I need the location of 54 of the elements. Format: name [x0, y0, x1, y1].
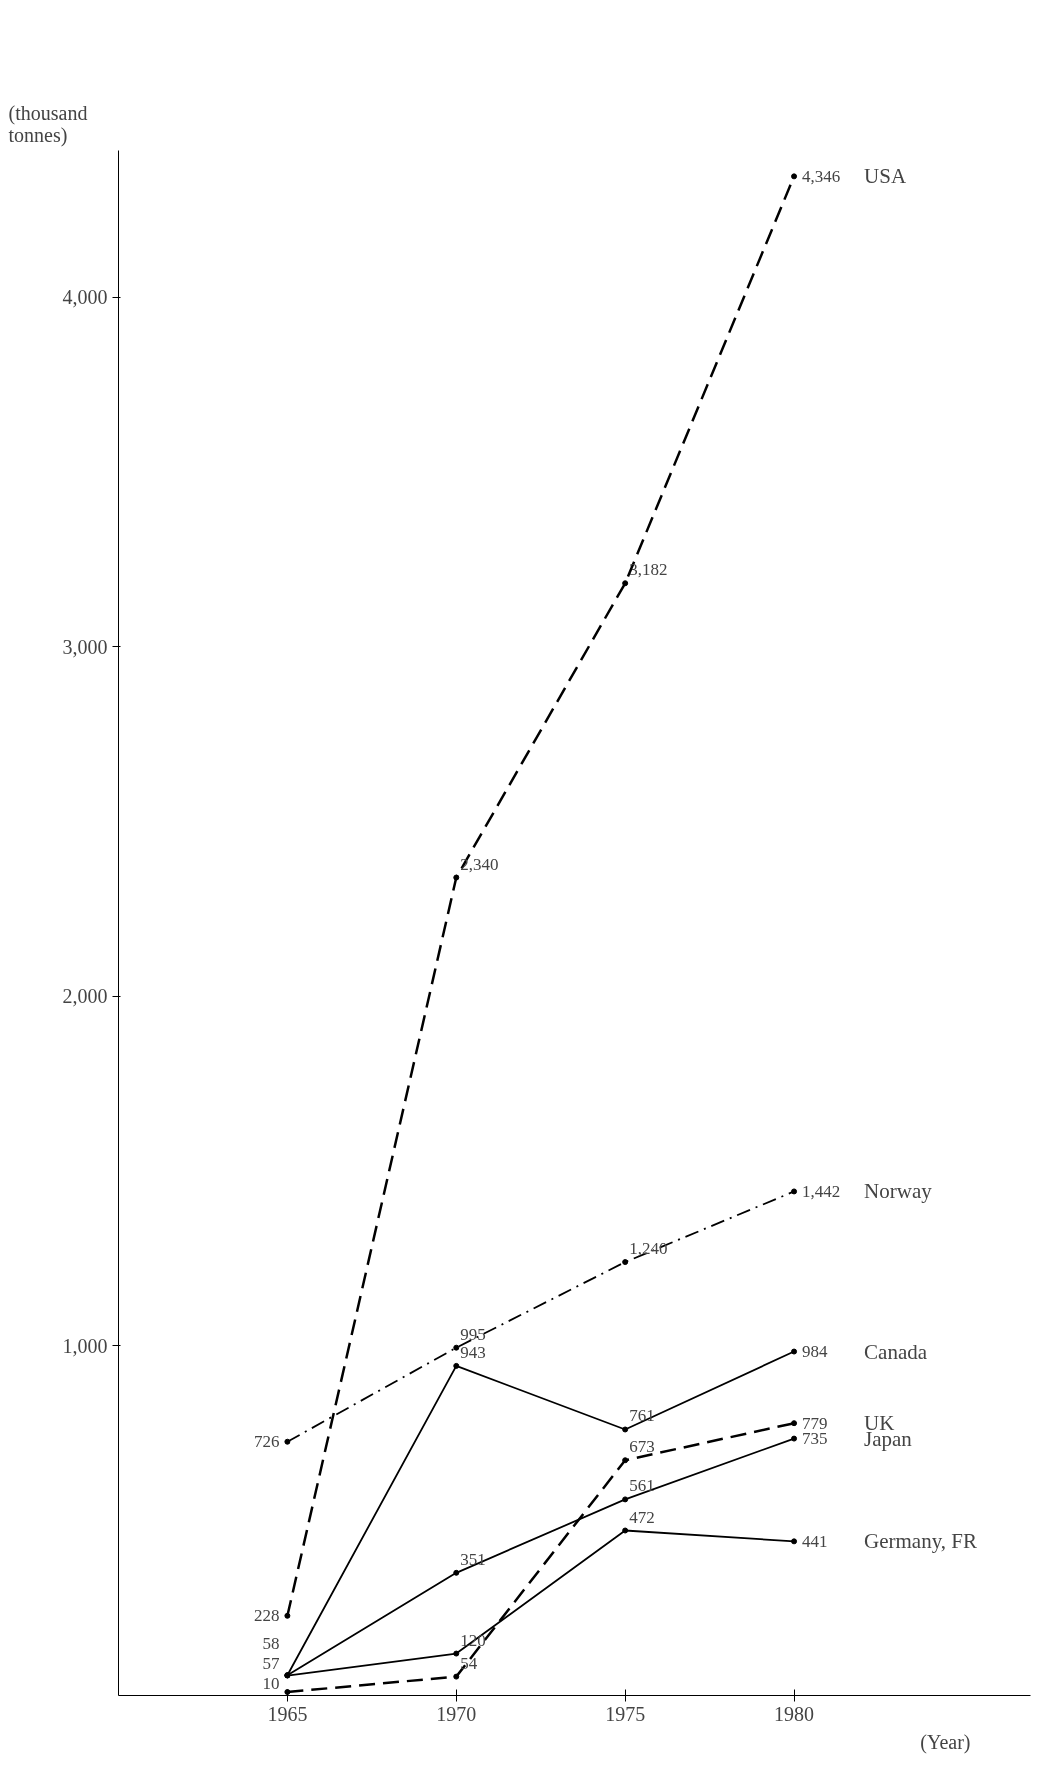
data-label: 1,240 — [629, 1239, 668, 1259]
x-tick-label: 1980 — [774, 1702, 815, 1725]
x-tick-label: 1965 — [267, 1702, 308, 1725]
point — [284, 1689, 291, 1695]
data-label: 10 — [262, 1674, 280, 1693]
text: Germany, FR — [864, 1529, 978, 1554]
y-axis-title: (thousand tonnes) — [8, 101, 88, 147]
data-label: 441 — [802, 1531, 828, 1551]
point — [791, 1435, 798, 1442]
text: Canada — [864, 1339, 928, 1364]
data-label: 943 — [460, 1342, 486, 1362]
data-label: 3,182 — [629, 560, 668, 580]
point — [453, 1650, 460, 1657]
point — [622, 1496, 629, 1503]
point — [791, 1188, 798, 1195]
point — [284, 1612, 291, 1619]
point — [284, 1438, 291, 1445]
x-axis-title: (Year) — [920, 1730, 971, 1754]
data-label: 673 — [629, 1437, 655, 1457]
point — [622, 1457, 629, 1464]
y-tick-label: 2,000 — [62, 985, 108, 1008]
text: Norway — [864, 1179, 933, 1204]
point — [622, 1259, 629, 1266]
point — [622, 580, 629, 587]
point — [453, 1362, 460, 1369]
point — [791, 1348, 798, 1355]
data-label: 472 — [629, 1507, 655, 1527]
x-tick-label: 1970 — [436, 1702, 477, 1725]
data-label: 761 — [629, 1406, 655, 1426]
data-label: 54 — [460, 1653, 478, 1673]
text: USA — [864, 164, 907, 189]
data-label: 4,346 — [802, 166, 841, 186]
point — [453, 1344, 460, 1351]
data-label: 995 — [460, 1324, 486, 1344]
data-label: 58 — [262, 1634, 280, 1653]
point — [453, 1569, 460, 1576]
point — [791, 173, 798, 180]
point — [791, 1538, 798, 1545]
point — [791, 1420, 798, 1427]
data-label: 57 — [262, 1654, 280, 1673]
y-tick-label: 4,000 — [62, 286, 108, 309]
point — [622, 1527, 629, 1534]
data-label: 228 — [253, 1606, 280, 1626]
data-label: 561 — [629, 1476, 655, 1496]
y-tick-label: 1,000 — [62, 1334, 108, 1357]
data-label: 984 — [802, 1342, 829, 1362]
x-tick-label: 1975 — [605, 1702, 646, 1725]
y-tick-label: 3,000 — [62, 635, 108, 658]
data-label: 1,442 — [802, 1181, 841, 1201]
data-label: 351 — [460, 1549, 486, 1569]
data-label: 726 — [253, 1432, 280, 1452]
point — [622, 1426, 629, 1433]
point — [453, 1673, 460, 1680]
point — [453, 874, 460, 881]
